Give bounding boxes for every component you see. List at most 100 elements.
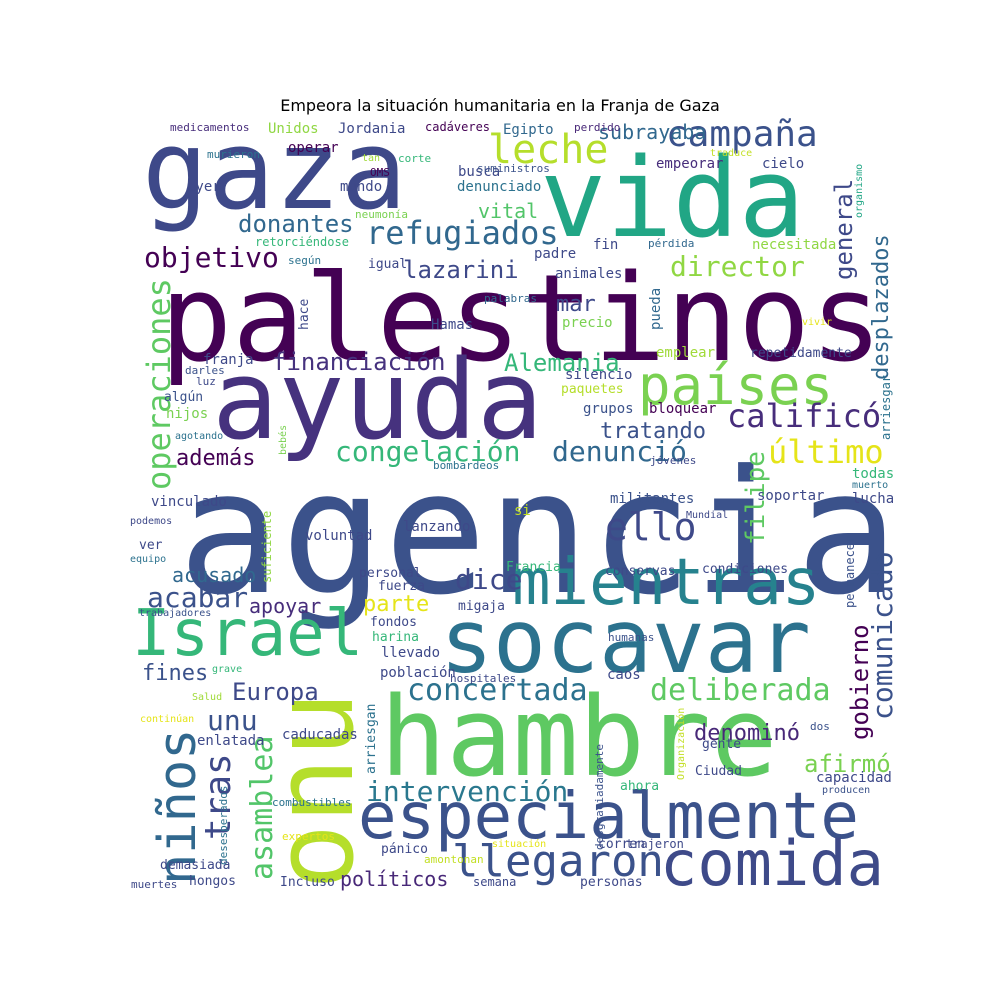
word-pueda: pueda (648, 288, 664, 330)
word-refugiados: refugiados (366, 214, 559, 252)
word-combustibles: combustibles (272, 796, 351, 809)
word-perdida: pérdida (648, 237, 694, 250)
word-militantes: militantes (610, 491, 694, 507)
word-lanzando: lanzando (403, 519, 470, 535)
word-emplear: emplear (656, 345, 715, 361)
word-operaciones: operaciones (140, 278, 178, 490)
word-denunciado: denunciado (457, 179, 541, 195)
word-agencia: agencia (178, 434, 899, 633)
word-poblacion: población (380, 665, 456, 681)
word-enlatada: enlatada (197, 733, 264, 749)
word-francia: Francia (506, 560, 561, 575)
word-organismo: organismo (854, 164, 865, 218)
word-luz: luz (196, 375, 216, 388)
word-lazarini: lazarini (403, 256, 519, 284)
word-gente: gente (702, 737, 741, 752)
word-onu: onu (250, 691, 378, 890)
word-objetivo: objetivo (144, 241, 279, 274)
word-podemos: podemos (130, 516, 172, 527)
word-ahora: ahora (620, 779, 659, 794)
word-asamblea: asamblea (245, 736, 280, 881)
word-concertada: concertada (407, 673, 588, 708)
word-jovenes: jóvenes (650, 454, 696, 467)
word-bombardeos: bombardeos (433, 459, 499, 472)
word-comida: comida (660, 827, 884, 900)
word-desplazados: desplazados (869, 234, 894, 380)
word-hambre: hambre (380, 673, 777, 801)
word-necesitada: necesitada (752, 237, 836, 253)
word-vida: vida (540, 134, 805, 262)
word-ayer: ayer (187, 179, 221, 195)
word-agotando: agotando (175, 431, 223, 442)
word-producen: producen (822, 785, 870, 796)
word-paquetes: paquetes (561, 382, 624, 397)
word-parte: parte (363, 592, 429, 617)
word-cadaveres: cadáveres (425, 120, 490, 134)
word-equipo: equipo (130, 554, 166, 565)
word-migaja: migaja (458, 599, 505, 614)
word-europa: Europa (232, 678, 319, 706)
word-acusado: acusado (172, 563, 256, 587)
word-filipe: filipe (741, 451, 771, 545)
word-tan: tan (362, 153, 380, 164)
word-campana: campaña (666, 114, 818, 155)
word-fondos: fondos (370, 615, 417, 630)
word-trabajadores: trabajadores (139, 608, 211, 619)
word-hongos: hongos (189, 874, 236, 889)
word-retorciendose: retorciéndose (255, 235, 349, 249)
word-ninos: niños (148, 728, 208, 885)
word-condiciones: condiciones (702, 562, 788, 577)
word-afirmo: afirmó (804, 750, 891, 778)
word-caducadas: caducadas (282, 727, 358, 743)
word-grave: grave (212, 664, 242, 675)
word-amontonan: amontonan (424, 853, 484, 866)
word-israel: Israel (132, 597, 363, 671)
word-caos: caos (607, 667, 641, 683)
word-llevado: llevado (381, 645, 440, 661)
word-ultimo: último (768, 433, 884, 471)
word-trajeron: trajeron (626, 837, 684, 851)
word-hace: hace (297, 299, 312, 330)
word-mientras: mientras (512, 546, 820, 620)
word-silencio: silencio (565, 367, 632, 383)
word-jordania: Jordania (338, 121, 405, 137)
word-palabras: palabras (484, 292, 537, 305)
word-intervencion: intervención (366, 775, 568, 808)
word-igual: igual (368, 257, 407, 272)
word-llegaron: llegaron (452, 836, 664, 887)
word-neumonia: neumonía (355, 208, 408, 221)
word-muerto: muerto (852, 480, 888, 491)
word-tras: tras (198, 753, 239, 840)
word-medicamentos: medicamentos (170, 121, 249, 134)
word-mundo: mundo (340, 179, 382, 195)
word-segun: según (288, 254, 321, 267)
word-ver: ver (139, 538, 163, 553)
word-salud: Salud (192, 692, 222, 703)
word-subrayaba: subrayaba (598, 120, 706, 144)
word-semana: semana (473, 875, 516, 889)
word-cielo: cielo (762, 156, 804, 172)
word-bloquear: bloquear (649, 401, 716, 417)
word-fines: fines (142, 661, 208, 686)
word-alemania: Alemania (504, 349, 620, 377)
word-organizacion: Organización (675, 708, 687, 780)
word-voluntad: voluntad (305, 528, 372, 544)
word-egipto: Egipto (503, 122, 554, 138)
word-financiacion: financiación (272, 348, 445, 376)
word-fuerza: fuerza (378, 579, 425, 594)
word-tratando: tratando (600, 419, 706, 444)
word-expertos: expertos (282, 830, 335, 843)
word-perdido: perdido (574, 121, 620, 134)
word-capacidad: capacidad (816, 770, 892, 786)
word-director: director (670, 250, 805, 283)
word-palestinos: palestinos (160, 250, 882, 389)
word-dos: dos (810, 720, 830, 733)
word-vital: vital (478, 199, 538, 223)
word-padre: padre (534, 246, 576, 262)
word-deliberada: deliberada (650, 673, 831, 708)
word-hamas: Hamas (431, 317, 473, 333)
word-socavar: socavar (440, 590, 811, 693)
word-personas: personas (580, 875, 643, 890)
word-demasiada: demasiada (160, 858, 230, 873)
